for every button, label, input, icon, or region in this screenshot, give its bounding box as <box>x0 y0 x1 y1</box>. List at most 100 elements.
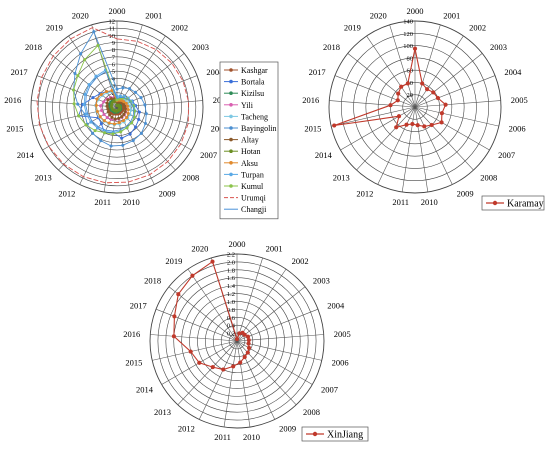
data-point <box>121 118 126 123</box>
data-point <box>123 110 127 114</box>
legend-marker <box>229 79 233 84</box>
data-point <box>102 112 106 117</box>
year-label: 2004 <box>327 301 345 311</box>
legend-label: Kashgar <box>241 66 268 75</box>
data-point <box>439 111 444 116</box>
data-point <box>129 108 133 112</box>
legend-marker <box>229 172 233 177</box>
tick-label: 6 <box>112 62 116 69</box>
data-point <box>94 74 98 78</box>
spoke-line <box>414 106 490 151</box>
tick-label: 9 <box>112 40 115 47</box>
year-label: 2016 <box>4 95 21 105</box>
data-point <box>131 139 135 143</box>
data-point <box>144 112 148 116</box>
data-point <box>443 102 448 107</box>
legend-marker <box>229 91 233 95</box>
tick-label: 1.2 <box>227 291 235 298</box>
data-point <box>95 109 99 114</box>
data-point <box>76 114 81 118</box>
spoke-line <box>236 308 319 342</box>
data-point <box>120 136 124 140</box>
data-point <box>429 122 434 128</box>
legend-label: Kizilsu <box>241 89 264 98</box>
tick-label: 1.6 <box>227 275 236 282</box>
data-point <box>415 123 420 128</box>
spoke-line <box>389 24 416 108</box>
year-label: 2018 <box>25 42 42 52</box>
series-line-karamay <box>334 48 447 129</box>
spoke-line <box>329 100 416 108</box>
data-point <box>99 122 103 126</box>
spoke-line <box>168 286 238 342</box>
tick-label: 8 <box>112 47 115 54</box>
year-label: 2000 <box>407 6 424 16</box>
year-label: 2010 <box>421 197 438 207</box>
year-label: 2016 <box>123 329 140 339</box>
data-point <box>121 143 125 147</box>
series-line-urumqi <box>36 27 189 184</box>
data-point <box>71 88 76 92</box>
year-label: 2007 <box>498 150 515 160</box>
legend-label: Turpan <box>241 170 264 179</box>
spoke-line <box>414 53 483 108</box>
legend-box <box>301 426 369 442</box>
data-point <box>122 112 126 116</box>
tick-label: 0.4 <box>227 323 236 330</box>
year-label: 2009 <box>279 423 296 433</box>
year-label: 2017 <box>11 67 28 77</box>
data-point <box>420 81 425 86</box>
tick-label: 0.2 <box>227 331 235 338</box>
data-point <box>112 122 116 126</box>
spoke-line <box>177 340 238 405</box>
data-point <box>84 123 88 127</box>
year-label: 2011 <box>214 432 231 442</box>
data-point <box>110 88 114 93</box>
legend-marker <box>229 184 233 188</box>
tick-label: 100 <box>403 43 413 50</box>
year-label: 2007 <box>321 385 338 395</box>
spoke-line <box>236 340 251 428</box>
data-point <box>92 30 96 34</box>
radar-chart-xinjiang: 2000 2001 2002 2003 2004 2005 2006 2007 2008 2009… <box>123 239 350 442</box>
spoke-line <box>236 340 297 405</box>
spoke-line <box>236 334 324 342</box>
data-point <box>394 125 399 130</box>
year-label: 2003 <box>192 42 209 52</box>
spoke-line <box>68 35 118 108</box>
data-point <box>91 95 95 100</box>
spoke-line <box>150 334 238 342</box>
data-point <box>83 57 87 62</box>
data-point <box>422 124 427 129</box>
spoke-line <box>414 106 499 127</box>
year-label: 2003 <box>313 276 330 286</box>
data-point <box>106 110 110 114</box>
year-label: 2004 <box>206 67 224 77</box>
data-point <box>105 104 109 108</box>
spoke-line <box>236 340 322 361</box>
year-label: 2013 <box>333 172 350 182</box>
year-label: 2014 <box>17 150 35 160</box>
data-point <box>242 332 247 337</box>
spoke-line <box>356 106 416 171</box>
legend-label: Aksu <box>241 159 258 168</box>
year-label: 2016 <box>302 95 319 105</box>
data-point <box>79 52 83 56</box>
year-label: 2002 <box>171 23 188 33</box>
tick-label: 3 <box>112 83 115 90</box>
legend-label: Bayingolin <box>241 124 277 133</box>
data-point <box>410 121 415 127</box>
legend-label: Karamay <box>507 199 544 210</box>
data-point <box>231 364 236 369</box>
data-point <box>105 101 109 105</box>
data-point <box>137 117 141 122</box>
year-label: 2005 <box>334 329 351 339</box>
data-point <box>126 104 130 108</box>
data-point <box>332 123 337 128</box>
data-point <box>238 360 243 365</box>
legend-box <box>481 195 545 211</box>
data-point <box>102 119 106 123</box>
spoke-line <box>198 340 238 420</box>
year-label: 2020 <box>370 10 387 20</box>
year-label: 2006 <box>211 123 228 133</box>
